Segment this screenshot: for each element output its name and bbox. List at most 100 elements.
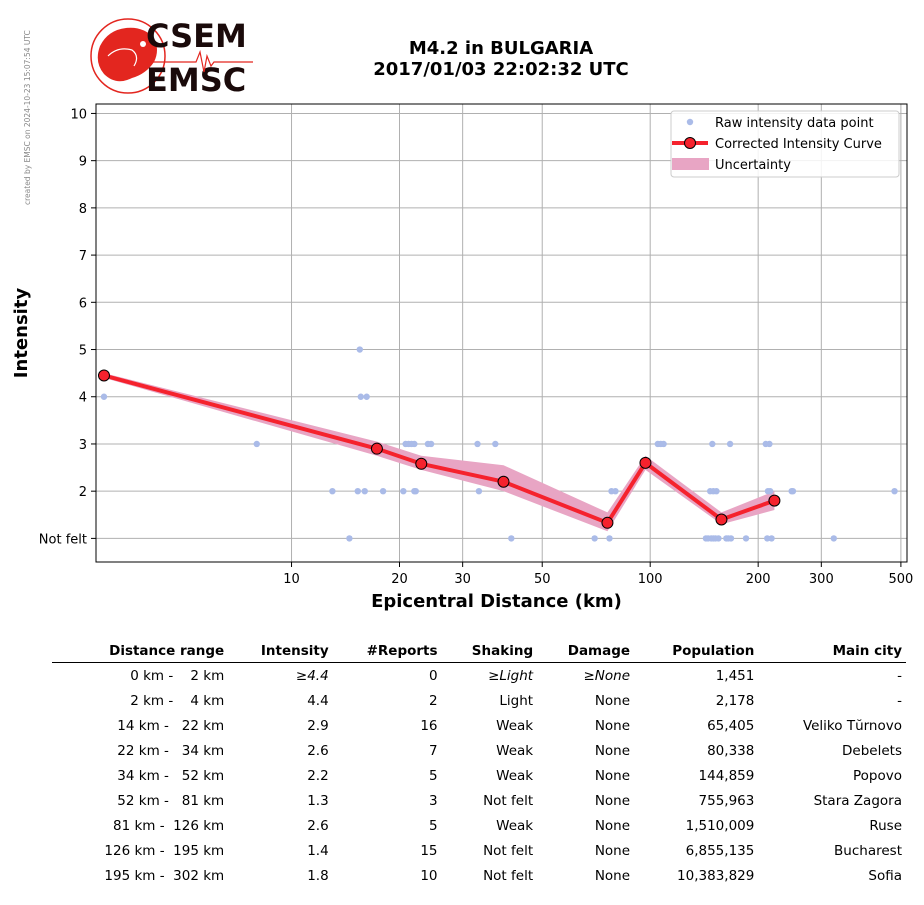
table-cell: 81 km - 126 km bbox=[108, 817, 225, 834]
x-tick-label: 30 bbox=[454, 572, 471, 587]
y-tick-label: 7 bbox=[79, 249, 87, 264]
curve-point bbox=[601, 516, 614, 529]
table-cell: 14 km - 22 km bbox=[113, 717, 225, 734]
x-tick-label: 10 bbox=[283, 572, 300, 587]
table-row: 14 km - 22 km 2.9 16 Weak None 65,405 Veliko T… bbox=[52, 713, 906, 738]
table-row: 81 km - 126 km 2.6 5 Weak None 1,510,009 Ruse bbox=[52, 813, 906, 838]
x-axis-label: Epicentral Distance (km) bbox=[371, 591, 622, 612]
table-cell: None bbox=[594, 867, 631, 884]
x-tick-label: 200 bbox=[746, 572, 771, 587]
raw-data-point bbox=[606, 535, 613, 542]
table-cell: 52 km - 81 km bbox=[113, 792, 225, 809]
table-cell: None bbox=[594, 767, 631, 784]
raw-data-point bbox=[492, 440, 499, 448]
curve-point bbox=[639, 456, 652, 469]
table-cell: 10 bbox=[420, 867, 438, 884]
raw-data-point bbox=[742, 535, 750, 542]
raw-data-point bbox=[475, 487, 483, 495]
table-cell: 3 bbox=[428, 792, 438, 809]
logo-text-bottom: EMSC bbox=[146, 61, 246, 98]
table-cell: 755,963 bbox=[698, 792, 755, 809]
table-cell: None bbox=[594, 792, 631, 809]
table-cell: 1,451 bbox=[715, 667, 755, 684]
table-cell: None bbox=[594, 742, 631, 759]
table-row: 2 km - 4 km 4.4 2 Light None 2,178 - bbox=[52, 688, 906, 713]
table-cell: 1,510,009 bbox=[685, 817, 755, 834]
raw-data-point bbox=[715, 535, 722, 542]
table-cell: 5 bbox=[428, 767, 438, 784]
table-cell: 1.4 bbox=[307, 842, 329, 859]
raw-data-point bbox=[363, 393, 370, 400]
table-cell: 4.4 bbox=[307, 692, 329, 709]
logo-text-top: CSEM bbox=[146, 17, 247, 55]
x-tick-label: 300 bbox=[809, 572, 834, 587]
curve-point bbox=[97, 369, 110, 382]
table-cell: 10,383,829 bbox=[677, 867, 755, 884]
raw-data-point bbox=[474, 440, 481, 448]
table-cell: Not felt bbox=[483, 867, 534, 884]
intensity-chart: 10 20 30 50 100 200 300 500 Not felt 2 3 4 5 6 7 8 9 10 Ep… bbox=[11, 103, 913, 612]
table-cell: Weak bbox=[496, 717, 534, 734]
table-cell: 0 bbox=[428, 667, 438, 684]
raw-data-point bbox=[709, 440, 716, 448]
table-cell: 80,338 bbox=[707, 742, 755, 759]
y-tick-label: 5 bbox=[79, 344, 87, 359]
table-cell: None bbox=[594, 717, 631, 734]
raw-data-point bbox=[766, 440, 773, 448]
table-cell: ≥4.4 bbox=[295, 667, 329, 684]
table-row: 34 km - 52 km 2.2 5 Weak None 144,859 Popovo bbox=[52, 763, 906, 788]
table-header-cell: Distance range bbox=[109, 643, 225, 659]
table-cell: Ruse bbox=[869, 817, 902, 834]
table-cell: 34 km - 52 km bbox=[113, 767, 225, 784]
table-cell: ≥Light bbox=[488, 667, 534, 684]
table-cell: 7 bbox=[428, 742, 438, 759]
raw-data-point bbox=[726, 440, 734, 448]
y-tick-label: 6 bbox=[79, 296, 87, 311]
table-cell: ≥None bbox=[583, 667, 631, 684]
table-cell: Veliko Tŭrnovo bbox=[802, 717, 902, 734]
table-cell: Weak bbox=[496, 742, 534, 759]
raw-data-point bbox=[346, 535, 353, 542]
table-cell: Debelets bbox=[842, 742, 902, 759]
raw-data-point bbox=[329, 487, 336, 495]
table-cell: 6,855,135 bbox=[685, 842, 755, 859]
table-cell: - bbox=[897, 667, 902, 684]
raw-data-point bbox=[379, 487, 387, 495]
table-cell: Not felt bbox=[483, 792, 534, 809]
y-tick-label: 8 bbox=[79, 202, 87, 217]
table-cell: 2.2 bbox=[307, 767, 329, 784]
curve-point bbox=[415, 457, 428, 470]
table-header-cell: #Reports bbox=[366, 643, 438, 659]
table-header-row: Distance range Intensity #Reports Shaking Da… bbox=[52, 640, 906, 663]
table-cell: 1.8 bbox=[307, 867, 329, 884]
table-cell: 2 bbox=[428, 692, 438, 709]
table-cell: 126 km - 195 km bbox=[104, 842, 225, 859]
raw-data-point bbox=[727, 535, 735, 542]
curve-point bbox=[497, 475, 510, 488]
curve-point bbox=[370, 442, 383, 455]
y-tick-label: 4 bbox=[79, 391, 87, 406]
table-cell: Not felt bbox=[483, 842, 534, 859]
table-header-cell: Intensity bbox=[260, 643, 329, 659]
raw-data-point bbox=[354, 487, 361, 495]
table-cell: Light bbox=[499, 692, 534, 709]
table-cell: Stara Zagora bbox=[813, 792, 902, 809]
table-row: 0 km - 2 km ≥4.4 0 ≥Light ≥None 1,451 - bbox=[52, 663, 906, 689]
y-tick-label: 2 bbox=[79, 485, 87, 500]
raw-data-point bbox=[591, 535, 598, 542]
raw-data-point bbox=[100, 393, 108, 400]
raw-data-point bbox=[427, 440, 435, 448]
table-cell: - bbox=[897, 692, 902, 709]
table-body: 0 km - 2 km ≥4.4 0 ≥Light ≥None 1,451 - 2 km -… bbox=[52, 663, 906, 889]
curve-point bbox=[768, 494, 781, 507]
chart-title: M4.2 in BULGARIA 2017/01/03 22:02:32 UTC bbox=[300, 38, 702, 80]
raw-data-point bbox=[253, 440, 260, 448]
legend-curve-marker bbox=[684, 137, 696, 149]
plot-frame bbox=[95, 103, 908, 563]
table-row: 52 km - 81 km 1.3 3 Not felt None 755,963 Star… bbox=[52, 788, 906, 813]
chart-title-line1: M4.2 in BULGARIA bbox=[408, 38, 594, 59]
table-cell: 144,859 bbox=[698, 767, 755, 784]
table-cell: 5 bbox=[428, 817, 438, 834]
table-cell: 22 km - 34 km bbox=[113, 742, 225, 759]
y-tick-label: 9 bbox=[79, 155, 87, 170]
